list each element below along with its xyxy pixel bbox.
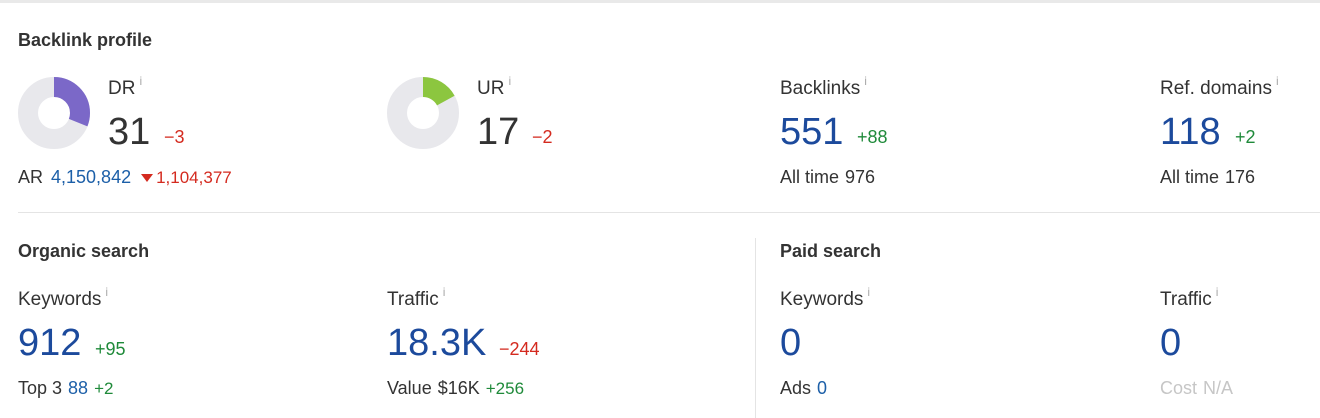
down-triangle-icon	[141, 174, 154, 182]
ads-value[interactable]: 0	[817, 378, 828, 398]
paid-keywords-label[interactable]: Keywords i	[780, 285, 871, 310]
ur-donut-fill	[387, 77, 459, 149]
info-icon[interactable]: i	[1275, 74, 1279, 88]
paid-traffic-value[interactable]: 0	[1160, 322, 1182, 364]
ur-donut-chart	[387, 77, 459, 149]
ar-row: AR 4,150,842 1,104,377	[18, 167, 232, 187]
dr-value: 31	[108, 111, 151, 153]
top3-row: Top 3 88 +2	[18, 378, 114, 398]
info-icon[interactable]: i	[867, 285, 871, 299]
dr-label[interactable]: DR i	[108, 74, 143, 99]
top3-value[interactable]: 88	[68, 378, 89, 398]
organic-traffic-delta: −244	[499, 339, 540, 359]
info-icon[interactable]: i	[105, 285, 109, 299]
info-icon[interactable]: i	[139, 74, 143, 88]
backlink-profile-title: Backlink profile	[18, 30, 153, 50]
ref-domains-delta: +2	[1235, 127, 1256, 147]
paid-traffic-label[interactable]: Traffic i	[1160, 285, 1219, 310]
ar-delta: 1,104,377	[156, 168, 232, 187]
ur-value: 17	[477, 111, 520, 153]
organic-search-title: Organic search	[18, 241, 150, 261]
info-icon[interactable]: i	[1215, 285, 1219, 299]
paid-keywords-value[interactable]: 0	[780, 322, 802, 364]
backlinks-label[interactable]: Backlinks i	[780, 74, 867, 99]
top3-delta: +2	[94, 379, 114, 398]
paid-search-title: Paid search	[780, 241, 882, 261]
organic-keywords-value[interactable]: 912	[18, 322, 82, 364]
info-icon[interactable]: i	[442, 285, 446, 299]
organic-traffic-value[interactable]: 18.3K	[387, 322, 487, 364]
traffic-value-delta: +256	[485, 379, 525, 398]
ref-domains-value[interactable]: 118	[1160, 111, 1221, 153]
dr-delta: −3	[164, 127, 185, 147]
organic-traffic-label[interactable]: Traffic i	[387, 285, 446, 310]
ur-label[interactable]: UR i	[477, 74, 512, 99]
organic-keywords-label[interactable]: Keywords i	[18, 285, 109, 310]
organic-keywords-delta: +95	[95, 339, 126, 359]
info-icon[interactable]: i	[508, 74, 512, 88]
ref-domains-all-time: All time 176	[1160, 167, 1256, 187]
backlinks-all-time: All time 976	[780, 167, 876, 187]
cost-row: Cost N/A	[1160, 378, 1234, 398]
ur-delta: −2	[532, 127, 553, 147]
ads-row: Ads 0	[780, 378, 828, 398]
traffic-value-row: Value $16K +256	[387, 378, 525, 398]
column-divider	[755, 238, 756, 418]
backlinks-value[interactable]: 551	[780, 111, 844, 153]
dr-donut-chart	[18, 77, 90, 149]
top-border	[0, 0, 1320, 3]
info-icon[interactable]: i	[864, 74, 867, 88]
section-divider	[18, 212, 1320, 213]
ar-value[interactable]: 4,150,842	[51, 167, 132, 187]
ref-domains-label[interactable]: Ref. domains i	[1160, 74, 1279, 99]
dr-donut-fill	[18, 77, 90, 149]
backlinks-delta: +88	[857, 127, 888, 147]
